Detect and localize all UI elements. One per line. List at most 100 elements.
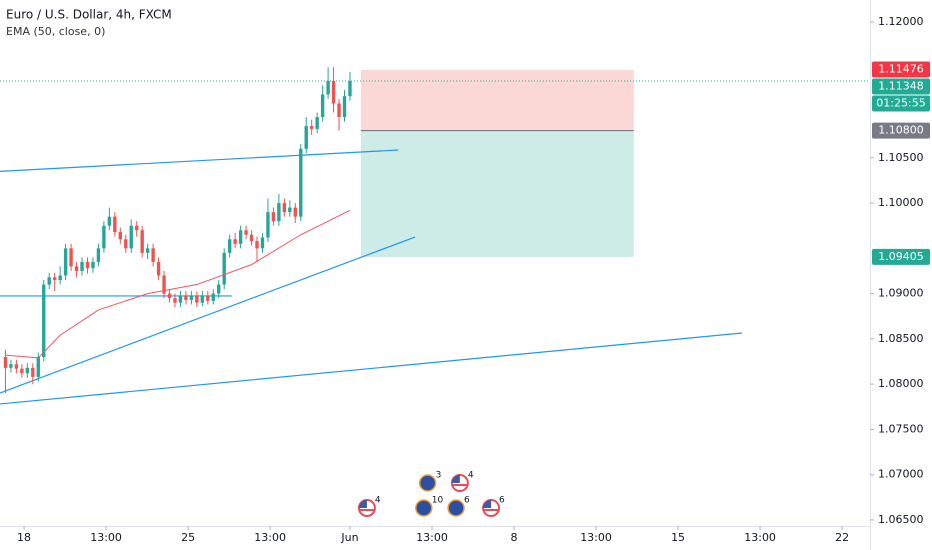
flag-us-stripe xyxy=(484,509,499,511)
flag-eu xyxy=(418,474,437,492)
price-badge-label: 01:25:55 xyxy=(876,96,925,109)
x-tick-label: 13:00 xyxy=(90,531,122,544)
candle-body xyxy=(348,81,352,97)
x-tick-label: 8 xyxy=(511,531,518,544)
flag-eu xyxy=(447,499,465,517)
candle-body xyxy=(304,126,308,149)
candle-body xyxy=(222,252,226,285)
event-icon: 4 xyxy=(357,496,381,517)
event-icon: 10 xyxy=(415,496,444,517)
candle-body xyxy=(58,275,62,281)
candle-body xyxy=(271,212,276,222)
candle-body xyxy=(102,225,106,249)
candle-body xyxy=(217,284,221,294)
price-badge xyxy=(872,122,930,139)
price-badge xyxy=(872,78,930,95)
ema-line xyxy=(5,209,351,359)
x-tick-label: 13:00 xyxy=(254,531,286,544)
candle-body xyxy=(260,237,265,249)
trend-line xyxy=(0,332,743,405)
candle-body xyxy=(63,248,68,276)
candle-body xyxy=(129,225,133,249)
trend-line xyxy=(0,236,416,394)
candle-body xyxy=(277,203,281,222)
candle-body xyxy=(342,96,347,118)
candle-body xyxy=(266,212,270,238)
candle-body xyxy=(206,295,210,301)
y-tick-label: 1.09000 xyxy=(878,287,924,300)
event-count: 6 xyxy=(464,496,470,506)
candle-body xyxy=(282,203,287,213)
x-tick-label: 25 xyxy=(181,531,195,544)
y-tick-label: 1.07000 xyxy=(878,468,924,481)
event-count: 4 xyxy=(468,471,474,481)
candle-body xyxy=(156,261,161,276)
event-count: 4 xyxy=(375,496,381,506)
candle-body xyxy=(47,277,51,285)
y-tick-label: 1.06500 xyxy=(878,513,924,526)
candle-body xyxy=(118,232,122,240)
candle-body xyxy=(113,216,117,233)
candle-body xyxy=(80,261,84,271)
candle-body xyxy=(20,368,24,374)
candle-body xyxy=(167,293,172,299)
y-tick-label: 1.10000 xyxy=(878,196,924,209)
candle-body xyxy=(85,261,90,269)
event-count: 10 xyxy=(432,496,444,506)
candle-body xyxy=(195,295,199,303)
flag-us-canton xyxy=(483,500,492,508)
price-badge-label: 1.10800 xyxy=(878,124,924,137)
event-icon: 6 xyxy=(447,496,470,517)
candle-body xyxy=(337,103,341,118)
price-badge-label: 1.11476 xyxy=(878,62,924,75)
candle-body xyxy=(91,261,95,269)
x-tick-label: Jun xyxy=(340,531,358,544)
candle-body xyxy=(124,239,128,249)
flag-us-canton xyxy=(451,475,460,483)
candle-body xyxy=(69,248,73,267)
candle-body xyxy=(320,94,325,118)
candle-body xyxy=(315,117,319,129)
candle-body xyxy=(173,298,177,303)
candle-body xyxy=(162,275,166,294)
candle-body xyxy=(42,284,46,357)
x-tick-label: 13:00 xyxy=(416,531,448,544)
flag-us-stripe xyxy=(452,484,467,486)
event-icon: 6 xyxy=(482,496,505,517)
candle-body xyxy=(184,295,188,300)
y-tick-label: 1.12000 xyxy=(878,15,924,28)
trend-line xyxy=(0,149,399,172)
price-badge-label: 1.09405 xyxy=(878,250,924,263)
candle-body xyxy=(36,356,40,377)
candle-body xyxy=(52,277,57,281)
candle-body xyxy=(200,295,205,303)
candle-body xyxy=(331,80,336,104)
event-count: 3 xyxy=(436,471,442,481)
y-tick-label: 1.08500 xyxy=(878,332,924,345)
y-tick-label: 1.08000 xyxy=(878,377,924,390)
candle-body xyxy=(309,126,314,129)
candle-body xyxy=(326,80,330,95)
candle-body xyxy=(238,230,243,244)
candle-body xyxy=(140,230,144,253)
stop-zone xyxy=(360,69,634,131)
price-badge xyxy=(872,95,930,112)
candle-body xyxy=(299,148,303,217)
candle-body xyxy=(227,239,232,253)
flag-us-canton xyxy=(358,500,367,508)
candle-body xyxy=(74,266,79,271)
flag-us-stripe xyxy=(359,509,374,511)
candle-body xyxy=(233,239,237,244)
y-tick-label: 1.07500 xyxy=(878,422,924,435)
candle-body xyxy=(14,364,19,369)
chart-title: Euro / U.S. Dollar, 4h, FXCM xyxy=(6,8,172,22)
plot-area xyxy=(0,67,870,405)
candle-body xyxy=(3,356,8,368)
x-tick-label: 13:00 xyxy=(744,531,776,544)
x-tick-label: 22 xyxy=(835,531,849,544)
candle-body xyxy=(107,216,112,226)
indicator-label: EMA (50, close, 0) xyxy=(6,25,105,38)
candle-body xyxy=(293,207,297,217)
candle-body xyxy=(189,295,194,300)
